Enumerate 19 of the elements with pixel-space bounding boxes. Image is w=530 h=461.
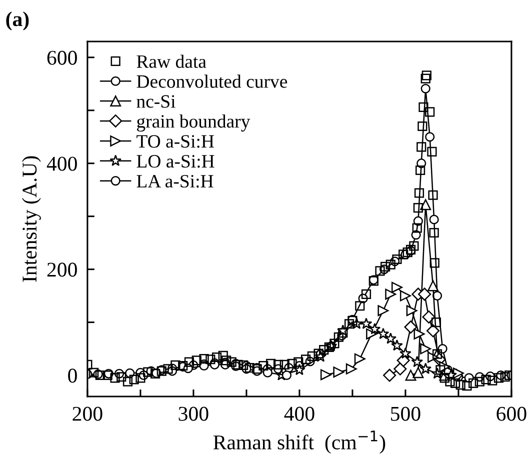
y-tick-label: 400 xyxy=(46,156,77,171)
legend-label: nc-Si xyxy=(136,95,176,108)
x-tick-label: 500 xyxy=(391,406,420,421)
y-tick-label: 200 xyxy=(47,262,77,277)
legend-label: grain boundary xyxy=(137,114,250,132)
legend-label: LO a-Si:H xyxy=(136,155,214,168)
x-tick-label: 600 xyxy=(496,406,526,421)
legend-label: Raw data xyxy=(136,54,206,68)
x-tick-label: 300 xyxy=(178,406,208,421)
legend-label: LA a-Si:H xyxy=(136,174,214,188)
x-tick-label: 400 xyxy=(284,406,314,421)
y-tick-label: 0 xyxy=(68,368,77,383)
y-axis-title: Intensity (A.U) xyxy=(22,156,41,282)
x-tick-label: 200 xyxy=(72,406,102,421)
legend-label: TO a-Si:H xyxy=(136,135,214,148)
x-axis-title: Raman shift (cm$^{−1}$) xyxy=(213,430,386,454)
legend-label: Deconvoluted curve xyxy=(136,74,288,88)
text: (a) xyxy=(6,12,29,30)
y-tick-label: 600 xyxy=(47,50,77,65)
